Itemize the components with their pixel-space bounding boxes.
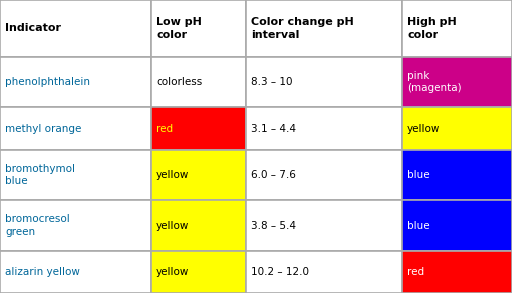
Text: yellow: yellow bbox=[407, 124, 440, 134]
Bar bbox=[246, 57, 402, 108]
Bar bbox=[402, 108, 512, 150]
Text: 3.8 – 5.4: 3.8 – 5.4 bbox=[251, 221, 296, 231]
Text: red: red bbox=[407, 267, 424, 277]
Text: Low pH
color: Low pH color bbox=[156, 17, 202, 40]
Text: yellow: yellow bbox=[156, 170, 189, 180]
Bar bbox=[0, 251, 151, 293]
Text: phenolphthalein: phenolphthalein bbox=[5, 77, 90, 87]
Text: yellow: yellow bbox=[156, 267, 189, 277]
Text: 10.2 – 12.0: 10.2 – 12.0 bbox=[251, 267, 309, 277]
Text: Color change pH
interval: Color change pH interval bbox=[251, 17, 354, 40]
Bar bbox=[246, 0, 402, 57]
Bar bbox=[151, 251, 246, 293]
Bar bbox=[246, 200, 402, 251]
Bar bbox=[151, 57, 246, 108]
Bar bbox=[402, 150, 512, 200]
Text: red: red bbox=[156, 124, 173, 134]
Bar bbox=[0, 108, 151, 150]
Text: Indicator: Indicator bbox=[5, 23, 61, 33]
Text: yellow: yellow bbox=[156, 221, 189, 231]
Bar bbox=[151, 0, 246, 57]
Text: 8.3 – 10: 8.3 – 10 bbox=[251, 77, 292, 87]
Bar bbox=[0, 200, 151, 251]
Text: High pH
color: High pH color bbox=[407, 17, 457, 40]
Bar bbox=[0, 150, 151, 200]
Bar bbox=[0, 57, 151, 108]
Text: pink
(magenta): pink (magenta) bbox=[407, 71, 462, 93]
Bar bbox=[151, 108, 246, 150]
Text: blue: blue bbox=[407, 221, 430, 231]
Bar bbox=[246, 251, 402, 293]
Bar bbox=[402, 0, 512, 57]
Bar bbox=[402, 251, 512, 293]
Text: 3.1 – 4.4: 3.1 – 4.4 bbox=[251, 124, 296, 134]
Text: blue: blue bbox=[407, 170, 430, 180]
Bar bbox=[246, 108, 402, 150]
Text: alizarin yellow: alizarin yellow bbox=[5, 267, 80, 277]
Text: colorless: colorless bbox=[156, 77, 202, 87]
Bar bbox=[151, 200, 246, 251]
Text: 6.0 – 7.6: 6.0 – 7.6 bbox=[251, 170, 296, 180]
Text: methyl orange: methyl orange bbox=[5, 124, 81, 134]
Bar bbox=[402, 57, 512, 108]
Bar bbox=[246, 150, 402, 200]
Text: bromothymol
blue: bromothymol blue bbox=[5, 164, 75, 186]
Bar bbox=[402, 200, 512, 251]
Bar bbox=[0, 0, 151, 57]
Text: bromocresol
green: bromocresol green bbox=[5, 214, 70, 237]
Bar bbox=[151, 150, 246, 200]
